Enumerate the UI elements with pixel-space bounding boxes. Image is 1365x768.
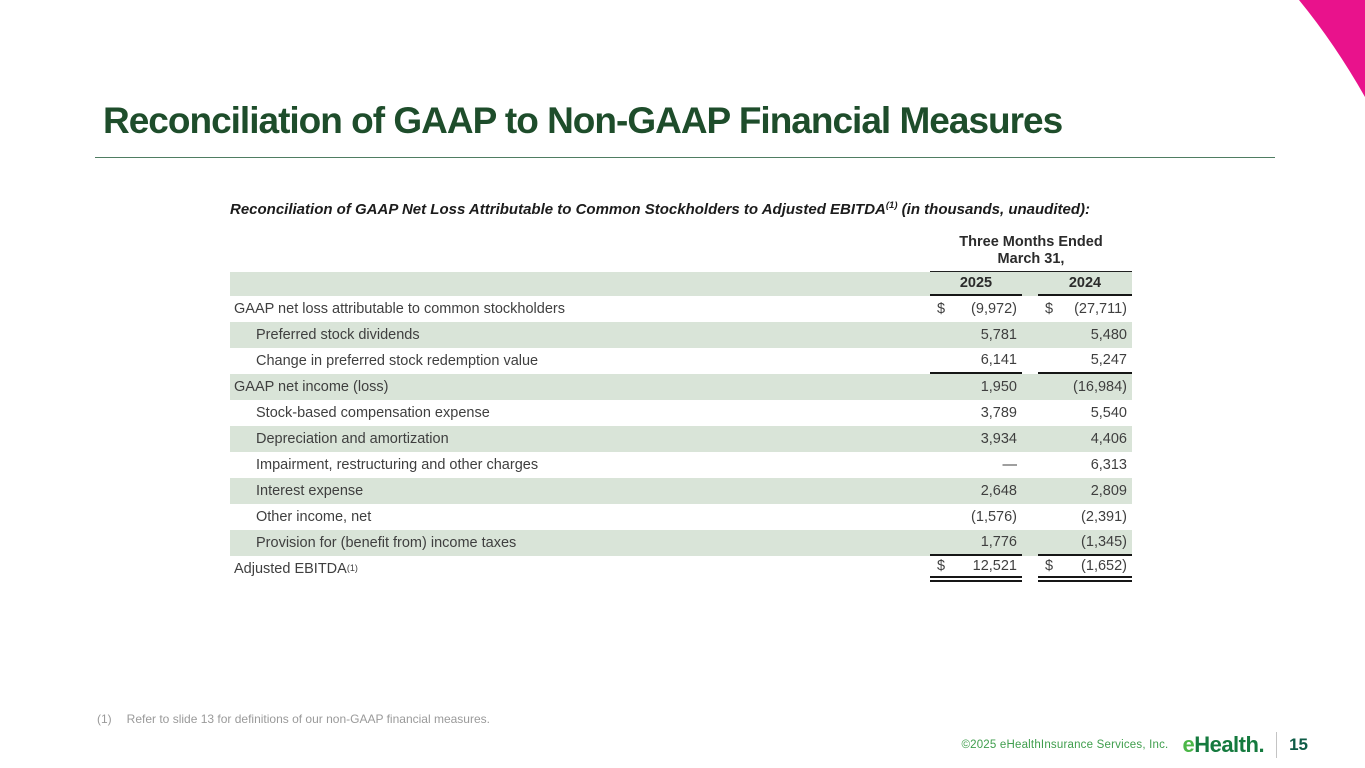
column-gap — [1022, 504, 1038, 530]
value-2025: $12,521 — [930, 556, 1022, 582]
row-label: Other income, net — [256, 508, 372, 525]
column-gap — [1022, 478, 1038, 504]
value-2024: $ (27,711) — [1045, 300, 1127, 317]
table-row: Provision for (benefit from) income taxe… — [230, 529, 1132, 556]
column-header-2024: 2024 — [1038, 272, 1132, 296]
table-row: Change in preferred stock redemption val… — [230, 348, 1132, 374]
currency-symbol: $ — [937, 557, 946, 574]
row-label: Impairment, restructuring and other char… — [256, 456, 539, 473]
title-divider — [95, 157, 1275, 158]
value-2025: — — [1002, 456, 1018, 473]
footnote-ref: (1) — [346, 562, 358, 573]
value-2024: 5,540 — [1090, 404, 1127, 421]
caption-text: Reconciliation of GAAP Net Loss Attribut… — [230, 201, 886, 218]
value-2024: 4,406 — [1090, 430, 1127, 447]
caption-suffix: (in thousands, unaudited): — [897, 201, 1090, 218]
value-2025: 6,141 — [930, 348, 1022, 374]
year-header-spacer — [230, 272, 930, 296]
column-gap — [1022, 272, 1038, 296]
row-label: Provision for (benefit from) income taxe… — [256, 534, 517, 551]
table-row: GAAP net loss attributable to common sto… — [230, 296, 1132, 322]
currency-symbol: $ — [937, 300, 946, 317]
row-label: GAAP net income (loss) — [234, 378, 389, 395]
row-label: Adjusted EBITDA (1) — [234, 560, 358, 577]
value-2025: 1,776 — [930, 530, 1022, 556]
column-gap — [1022, 556, 1038, 582]
page-divider — [1276, 732, 1278, 758]
value-2024: (2,391) — [1081, 508, 1127, 525]
period-line2: March 31, — [997, 250, 1065, 267]
table-year-header: 2025 2024 — [230, 271, 1132, 296]
value-2024: 5,247 — [1038, 348, 1132, 374]
footnote-marker: (1) — [97, 712, 112, 726]
table-row: Depreciation and amortization 3,934 4,40… — [230, 425, 1132, 452]
column-gap — [1022, 400, 1038, 426]
ehealth-logo: e Health. — [1182, 732, 1265, 757]
column-gap — [1022, 374, 1038, 400]
table-row: Impairment, restructuring and other char… — [230, 452, 1132, 478]
page-title: Reconciliation of GAAP to Non-GAAP Finan… — [103, 100, 1063, 141]
row-label: Stock-based compensation expense — [256, 404, 490, 421]
value-2024: 2,809 — [1090, 482, 1127, 499]
value-2025: 1,950 — [980, 378, 1017, 395]
currency-symbol: $ — [1045, 300, 1054, 317]
value-2025: 3,934 — [980, 430, 1017, 447]
value-2024: (16,984) — [1072, 378, 1127, 395]
table-period-header: Three Months Ended March 31, — [230, 234, 1132, 272]
column-gap — [1022, 322, 1038, 348]
footnote-text: Refer to slide 13 for definitions of our… — [126, 712, 490, 726]
footnote: (1) Refer to slide 13 for definitions of… — [97, 712, 490, 726]
page-number: 15 — [1289, 735, 1308, 754]
reconciliation-table: Reconciliation of GAAP Net Loss Attribut… — [230, 199, 1132, 582]
table-row: Stock-based compensation expense 3,789 5… — [230, 400, 1132, 426]
column-header-2025: 2025 — [930, 272, 1022, 296]
period-line1: Three Months Ended — [959, 233, 1103, 250]
table-row: GAAP net income (loss) 1,950 (16,984) — [230, 373, 1132, 400]
value-2024: (1,345) — [1038, 530, 1132, 556]
value-2024: $ (1,652) — [1038, 556, 1132, 582]
row-label: Interest expense — [256, 482, 364, 499]
table-row: Other income, net (1,576) (2,391) — [230, 504, 1132, 530]
value-2025: 3,789 — [980, 404, 1017, 421]
caption-footnote-ref: (1) — [885, 200, 898, 211]
row-label: Depreciation and amortization — [256, 430, 449, 447]
column-gap — [1022, 426, 1038, 452]
row-label: Change in preferred stock redemption val… — [256, 352, 539, 369]
column-gap — [1022, 296, 1038, 322]
value-2025: 5,781 — [980, 326, 1017, 343]
table-row: Interest expense 2,648 2,809 — [230, 477, 1132, 504]
value-2025: (1,576) — [971, 508, 1017, 525]
copyright-text: ©2025 eHealthInsurance Services, Inc. — [961, 739, 1169, 751]
table-caption: Reconciliation of GAAP Net Loss Attribut… — [230, 199, 1110, 221]
currency-symbol: $ — [1045, 557, 1054, 574]
table-row: Preferred stock dividends 5,781 5,480 — [230, 321, 1132, 348]
value-2024: 5,480 — [1090, 326, 1127, 343]
value-2025: $ (9,972) — [937, 300, 1017, 317]
row-label: GAAP net loss attributable to common sto… — [234, 300, 565, 317]
corner-accent-shape — [1299, 0, 1365, 97]
column-gap — [1022, 530, 1038, 556]
column-gap — [1022, 348, 1038, 374]
value-2025: 2,648 — [980, 482, 1017, 499]
row-label: Preferred stock dividends — [256, 326, 420, 343]
value-2024: 6,313 — [1090, 456, 1127, 473]
column-gap — [1022, 452, 1038, 478]
period-header-label: Three Months Ended March 31, — [930, 234, 1132, 272]
table-row-total: Adjusted EBITDA (1) $12,521 $ (1,652) — [230, 556, 1132, 582]
